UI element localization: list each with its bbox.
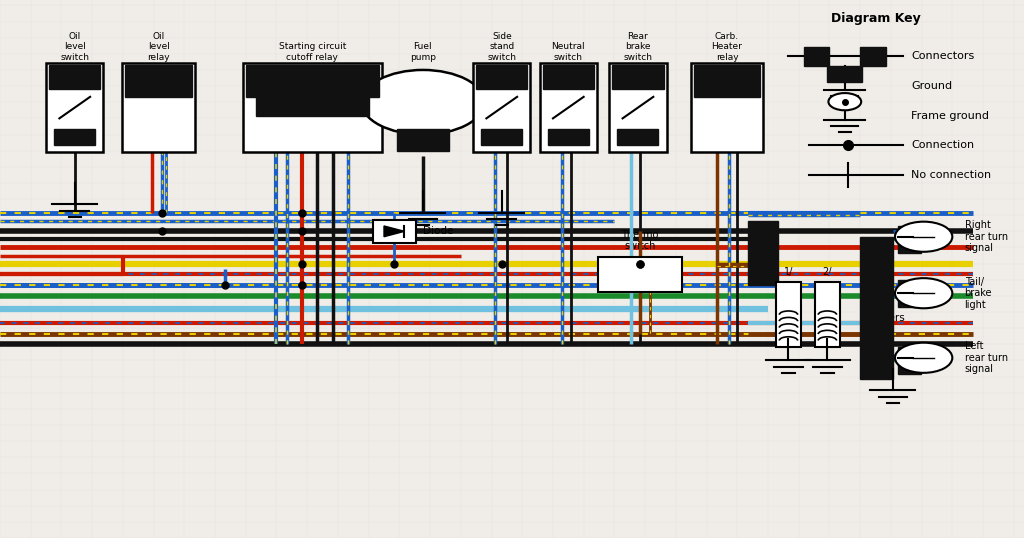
Text: No connection: No connection	[911, 170, 991, 180]
Text: Diagram Key: Diagram Key	[830, 12, 921, 25]
Bar	[543, 65, 594, 89]
Text: Diode: Diode	[423, 226, 454, 236]
Text: Carb.
heaters: Carb. heaters	[865, 301, 905, 323]
Bar	[256, 83, 369, 116]
Bar	[827, 66, 862, 82]
Circle shape	[361, 70, 484, 134]
Polygon shape	[384, 226, 404, 237]
Text: Oil
level
relay: Oil level relay	[147, 32, 170, 62]
FancyBboxPatch shape	[540, 63, 597, 152]
FancyBboxPatch shape	[243, 63, 382, 152]
Text: Oil
level
switch: Oil level switch	[60, 32, 89, 62]
Text: Left
rear turn
signal: Left rear turn signal	[965, 341, 1008, 374]
Circle shape	[828, 93, 861, 110]
Text: Tail/
brake
light: Tail/ brake light	[965, 277, 992, 310]
Bar	[125, 65, 193, 97]
Bar	[476, 65, 527, 89]
Text: Fuel
pump: Fuel pump	[410, 43, 436, 62]
Bar	[776, 282, 801, 347]
FancyBboxPatch shape	[46, 63, 103, 152]
Bar	[860, 237, 893, 379]
Bar	[898, 347, 921, 374]
Bar	[548, 129, 589, 145]
Bar	[612, 65, 664, 89]
Text: 2/: 2/	[822, 267, 833, 277]
Text: Carb.
Heater
relay: Carb. Heater relay	[712, 32, 742, 62]
Circle shape	[895, 278, 952, 308]
Bar	[617, 129, 658, 145]
Bar	[246, 65, 379, 97]
Text: Rear
brake
switch: Rear brake switch	[624, 32, 652, 62]
Circle shape	[895, 222, 952, 252]
Circle shape	[895, 343, 952, 373]
Text: Connectors: Connectors	[911, 52, 975, 61]
FancyBboxPatch shape	[473, 63, 530, 152]
Text: Neutral
switch: Neutral switch	[552, 43, 585, 62]
Bar	[748, 221, 778, 285]
Bar	[54, 129, 95, 145]
Text: Frame ground: Frame ground	[911, 111, 989, 121]
Bar	[804, 47, 829, 66]
Bar	[397, 129, 449, 151]
FancyBboxPatch shape	[690, 63, 764, 152]
FancyBboxPatch shape	[609, 63, 667, 152]
Text: Starting circuit
cutoff relay: Starting circuit cutoff relay	[279, 43, 346, 62]
Bar	[815, 282, 840, 347]
Text: Thermo
switch: Thermo switch	[622, 230, 658, 251]
FancyBboxPatch shape	[123, 63, 195, 152]
Bar	[694, 65, 760, 97]
Text: 1/: 1/	[783, 267, 794, 277]
Bar	[898, 226, 921, 253]
Text: Connection: Connection	[911, 140, 975, 150]
Bar	[898, 280, 921, 307]
Bar	[860, 47, 886, 66]
FancyBboxPatch shape	[598, 257, 682, 292]
Text: Right
rear turn
signal: Right rear turn signal	[965, 220, 1008, 253]
FancyBboxPatch shape	[373, 220, 416, 243]
Text: Side
stand
switch: Side stand switch	[487, 32, 516, 62]
Bar	[481, 129, 522, 145]
Bar	[49, 65, 100, 89]
Text: Ground: Ground	[911, 81, 952, 91]
